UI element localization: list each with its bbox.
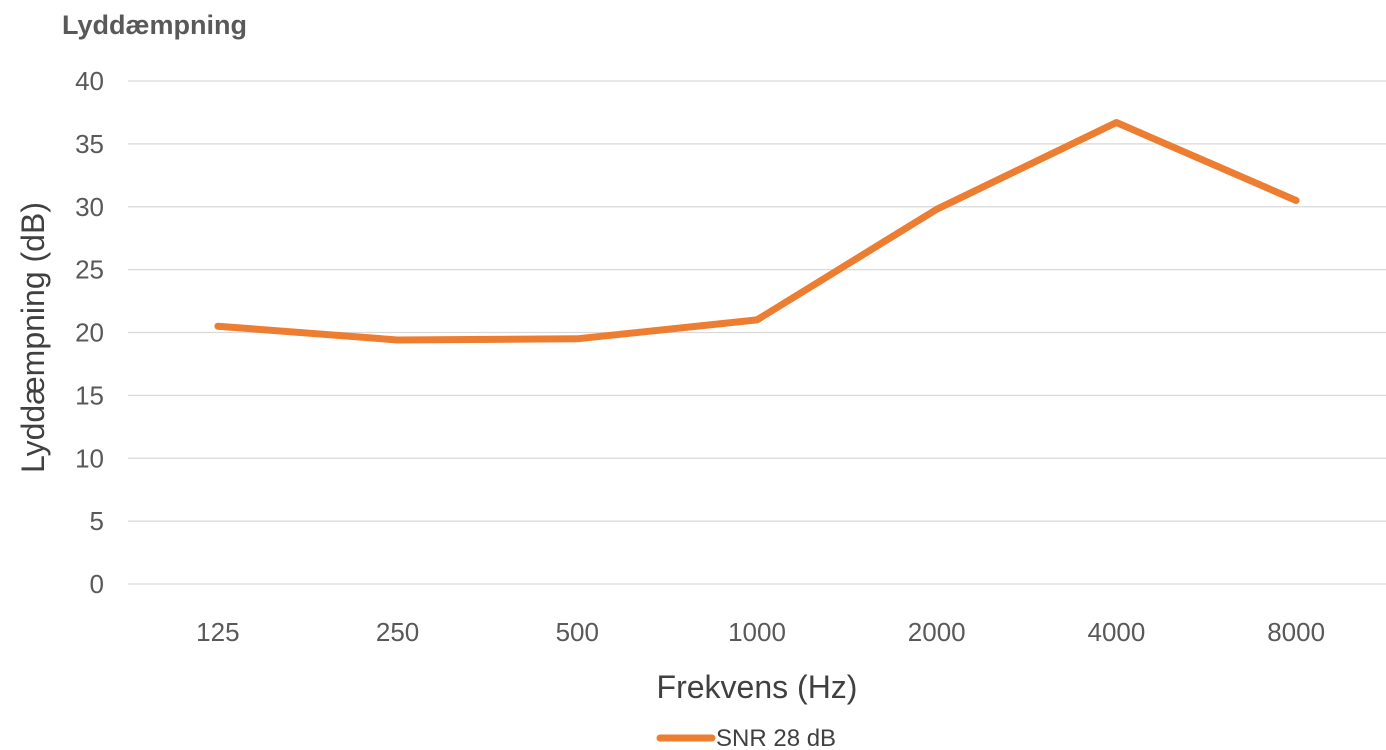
y-tick-label: 10 [75, 443, 104, 473]
y-tick-label: 25 [75, 255, 104, 285]
x-tick-label: 8000 [1267, 617, 1325, 647]
x-tick-labels: 125 250 500 1000 2000 4000 8000 [196, 617, 1325, 647]
x-tick-label: 500 [556, 617, 599, 647]
gridlines [128, 80, 1386, 585]
x-tick-label: 125 [196, 617, 239, 647]
y-tick-label: 15 [75, 380, 104, 410]
y-tick-label: 35 [75, 129, 104, 159]
y-tick-label: 0 [90, 569, 104, 599]
y-tick-label: 30 [75, 192, 104, 222]
x-axis-title: Frekvens (Hz) [657, 669, 858, 705]
x-tick-label: 4000 [1088, 617, 1146, 647]
y-tick-label: 5 [90, 506, 104, 536]
y-tick-labels: 0 5 10 15 20 25 30 35 40 [75, 66, 104, 599]
series-line [214, 119, 1300, 344]
y-tick-label: 20 [75, 318, 104, 348]
x-tick-label: 2000 [908, 617, 966, 647]
legend: SNR 28 dB [656, 725, 836, 750]
legend-label: SNR 28 dB [716, 725, 836, 750]
y-tick-label: 40 [75, 66, 104, 96]
x-tick-label: 250 [376, 617, 419, 647]
chart-title: Lyddæmpning [62, 10, 247, 40]
series-lines [214, 119, 1300, 344]
y-axis-title: Lyddæmpning (dB) [15, 202, 51, 473]
x-tick-label: 1000 [728, 617, 786, 647]
